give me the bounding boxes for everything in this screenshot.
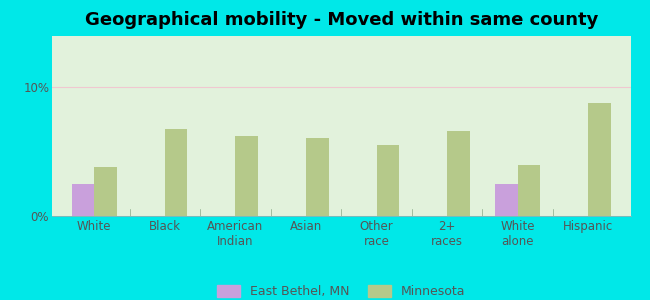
Bar <box>72 184 94 216</box>
Bar <box>447 131 470 216</box>
Legend: East Bethel, MN, Minnesota: East Bethel, MN, Minnesota <box>213 280 470 300</box>
Bar <box>165 129 187 216</box>
Bar <box>517 165 540 216</box>
Bar <box>94 167 117 216</box>
Bar <box>306 138 328 216</box>
Bar <box>235 136 258 216</box>
Bar <box>376 145 399 216</box>
Bar <box>495 184 517 216</box>
Bar <box>588 103 611 216</box>
Title: Geographical mobility - Moved within same county: Geographical mobility - Moved within sam… <box>84 11 598 29</box>
